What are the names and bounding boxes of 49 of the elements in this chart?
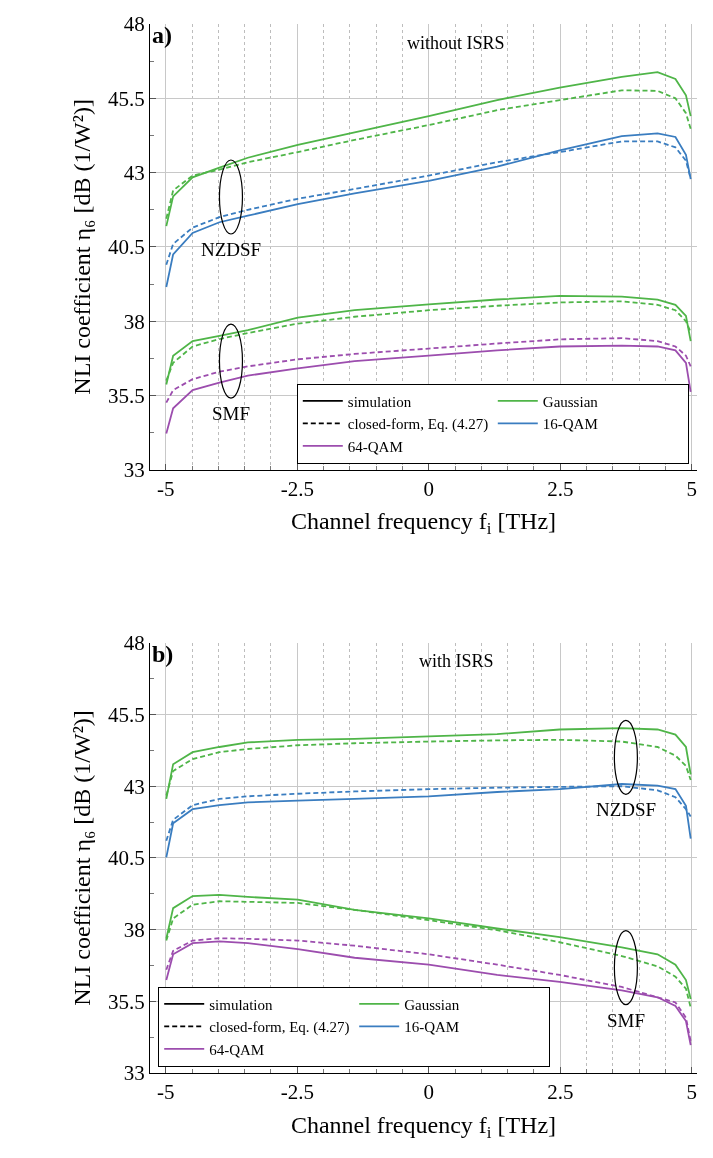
y-tick-label: 48 <box>123 12 145 37</box>
legend-label: Gaussian <box>404 996 460 1013</box>
legend-label: closed-form, Eq. (4.27) <box>209 1019 350 1037</box>
y-tick-label: 40.5 <box>107 846 145 871</box>
line-series <box>165 71 692 228</box>
text: with ISRS <box>419 651 494 671</box>
y-tick-label: 43 <box>123 160 145 185</box>
legend-label: closed-form, Eq. (4.27) <box>347 416 489 434</box>
x-tick-label: -2.5 <box>280 477 314 502</box>
y-axis-title: NLI coefficient η₆ [dB (1/W²)] <box>69 99 96 395</box>
legend-label: Gaussian <box>542 393 599 410</box>
line-series <box>165 783 692 859</box>
annotation: SMF <box>607 1010 646 1031</box>
legend-label: 16-QAM <box>404 1019 460 1036</box>
y-tick-label: 33 <box>123 458 145 483</box>
annotation: b) <box>152 641 174 667</box>
x-tick-label: -5 <box>157 477 175 502</box>
y-tick-label: 33 <box>123 1061 145 1086</box>
y-tick-label: 45.5 <box>107 702 145 727</box>
x-axis-title: Channel frequency f$_{i}$ [THz] <box>290 1111 557 1142</box>
y-tick-label: 35.5 <box>107 383 145 408</box>
y-tick-label: 35.5 <box>107 989 145 1014</box>
y-tick-label: 43 <box>123 774 145 799</box>
x-tick-label: 5 <box>686 1080 697 1105</box>
y-tick-label: 38 <box>123 309 145 334</box>
y-axis-title: NLI coefficient η₆ [dB (1/W²)] <box>69 710 96 1006</box>
x-tick-label: 5 <box>686 477 697 502</box>
annotation: NZDSF <box>201 239 262 260</box>
x-tick-label: 2.5 <box>547 1080 574 1105</box>
line-series <box>165 727 692 800</box>
x-tick-label: 0 <box>423 477 435 502</box>
x-axis-title: Channel frequency f$_{i}$ [THz] <box>290 508 557 539</box>
legend-label: 16-QAM <box>542 416 598 433</box>
legend-label: 64-QAM <box>347 438 403 455</box>
y-tick-label: 38 <box>123 917 145 942</box>
x-tick-label: 0 <box>423 1080 435 1105</box>
text: without ISRS <box>407 33 505 53</box>
x-tick-label: -2.5 <box>280 1080 314 1105</box>
y-tick-label: 45.5 <box>107 86 145 111</box>
annotation: SMF <box>212 403 251 424</box>
y-tick-label: 40.5 <box>107 235 145 260</box>
legend-label: 64-QAM <box>209 1041 265 1058</box>
legend-label: simulation <box>347 393 412 410</box>
annotation: a) <box>152 22 172 48</box>
y-tick-label: 48 <box>123 631 145 656</box>
x-tick-label: 2.5 <box>547 477 574 502</box>
legend-label: simulation <box>209 996 274 1013</box>
x-tick-label: -5 <box>157 1080 175 1105</box>
annotation: NZDSF <box>596 799 657 820</box>
